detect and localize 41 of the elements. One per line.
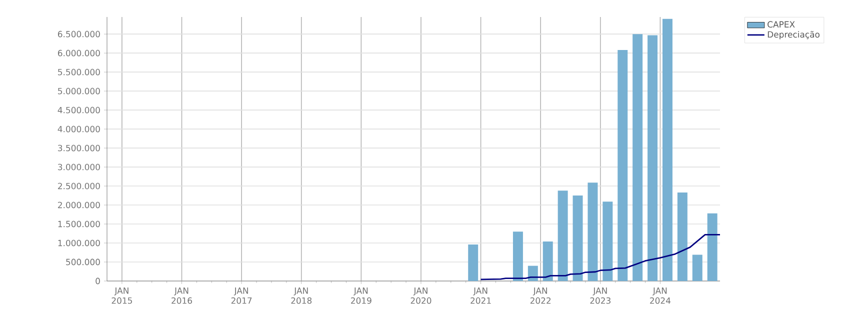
x-tick-label: JAN 2023 — [590, 288, 610, 304]
y-tick-label: 3.500.000 — [58, 144, 100, 152]
bar — [618, 50, 628, 281]
x-tick-label: JAN 2017 — [231, 288, 252, 304]
bar — [707, 213, 718, 281]
y-tick-label: 2.000.000 — [58, 202, 100, 208]
x-tick-label: JAN 2022 — [530, 288, 551, 304]
bar — [662, 18, 672, 281]
y-tick-label: 4.500.000 — [58, 106, 100, 114]
x-tick-label: JAN 2015 — [112, 288, 132, 304]
y-tick-label: 5.500.000 — [58, 68, 100, 76]
legend-label: Depreciação — [768, 30, 820, 40]
x-tick-label: JAN 2020 — [410, 288, 432, 304]
x-tick-label: JAN 2018 — [291, 288, 312, 304]
bar — [632, 34, 643, 281]
y-tick-label: 1.000.000 — [58, 240, 100, 246]
bar — [468, 244, 478, 281]
bar — [692, 254, 702, 281]
y-tick-label: 4.000.000 — [58, 126, 100, 132]
x-tick-label: JAN 2019 — [351, 288, 372, 304]
y-tick-label: 3.000.000 — [58, 164, 100, 170]
y-tick-label: 6.500.000 — [58, 30, 100, 38]
bar — [602, 202, 613, 281]
y-tick-label: 0 — [96, 278, 100, 284]
x-tick-label: JAN 2021 — [470, 288, 491, 304]
y-tick-label: 2.500.000 — [58, 182, 100, 190]
legend-label: CAPEX — [768, 21, 795, 28]
bar — [677, 192, 688, 281]
bar — [648, 35, 658, 281]
y-tick-label: 500.000 — [66, 258, 100, 266]
y-tick-label: 6.000.000 — [58, 50, 100, 56]
y-tick-label: 1.500.000 — [58, 220, 100, 228]
bar — [572, 196, 583, 281]
line-series — [480, 234, 721, 280]
bar — [512, 232, 523, 281]
x-tick-label: JAN 2016 — [172, 288, 192, 304]
bar — [558, 190, 568, 281]
bar — [588, 182, 598, 281]
x-tick-label: JAN 2024 — [650, 288, 670, 304]
y-tick-label: 5.000.000 — [58, 88, 100, 94]
bar — [542, 241, 553, 281]
